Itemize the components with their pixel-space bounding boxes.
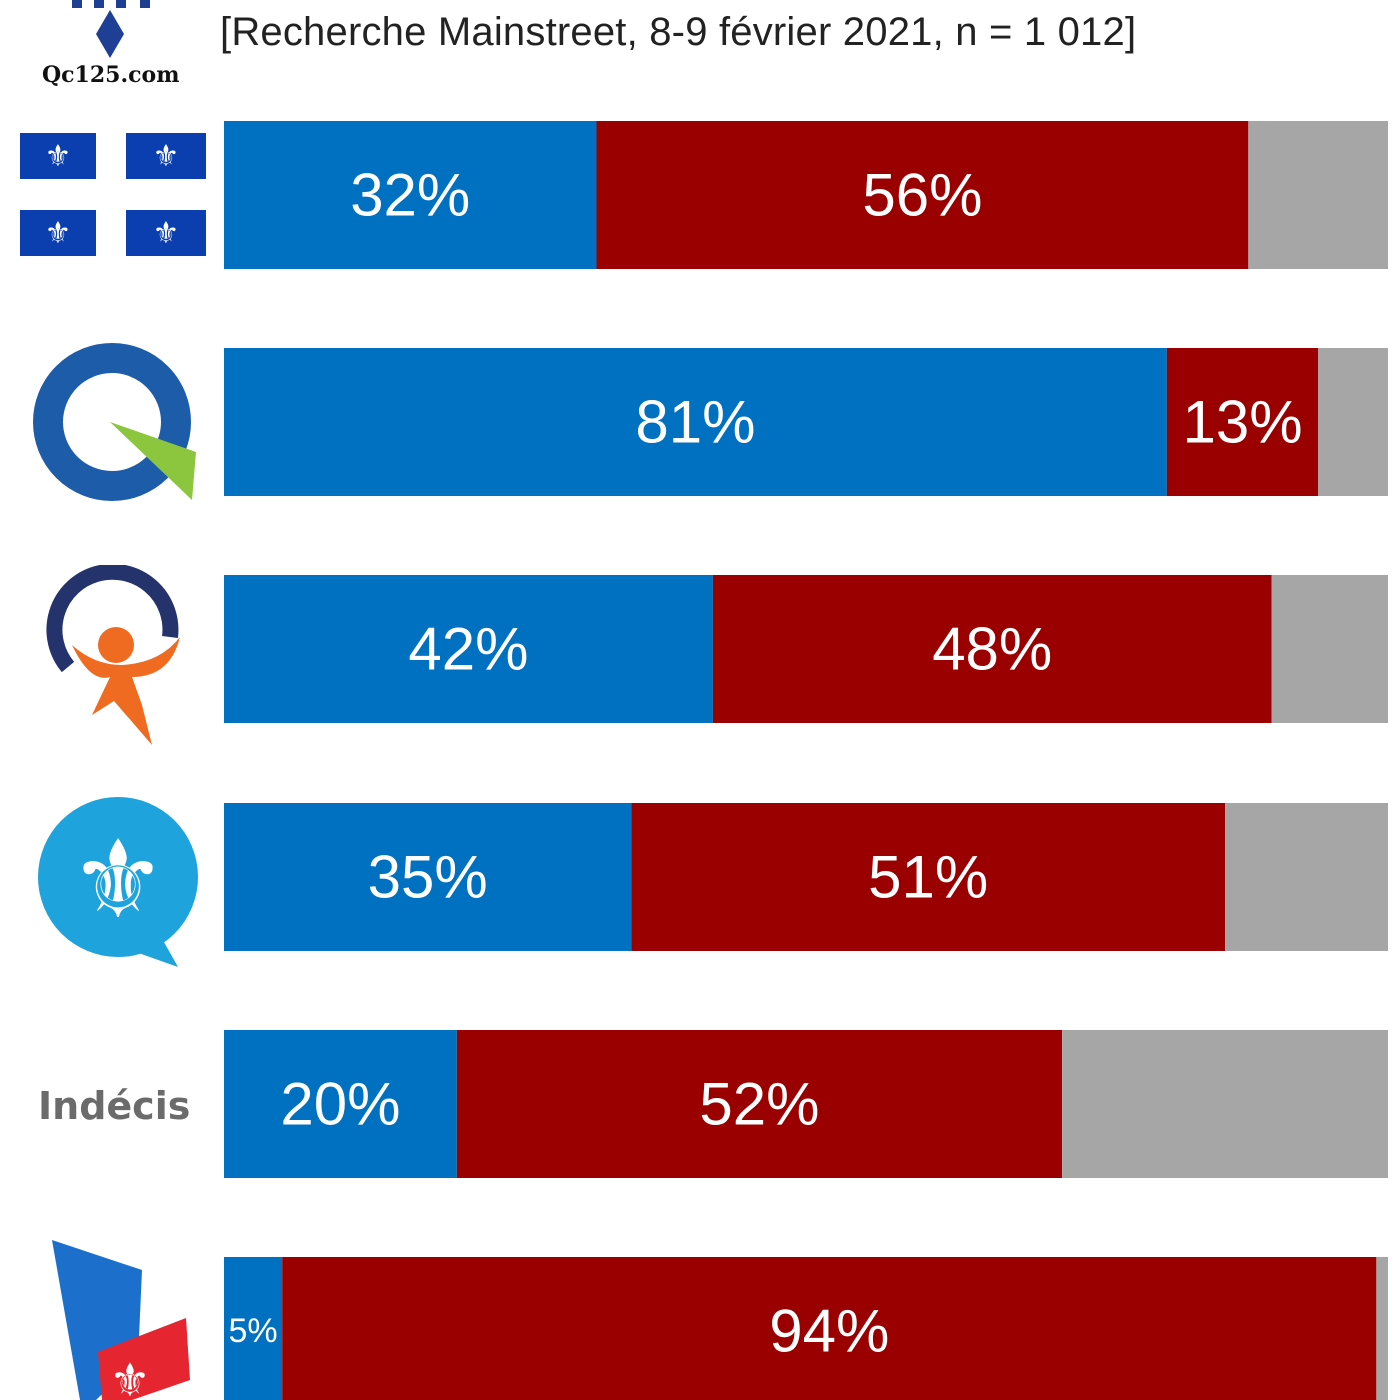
data-label-yes-3: 42% <box>408 616 528 683</box>
bar-segment-no-3 <box>712 575 1272 723</box>
bar-segment-yes-2 <box>224 348 1167 496</box>
category-label-indecis: Indécis <box>38 1084 191 1128</box>
bar-segment-no-2 <box>1166 348 1319 496</box>
caq-logo-icon <box>33 343 196 501</box>
svg-text:⚜: ⚜ <box>45 139 72 174</box>
bar-segment-other-3 <box>1271 575 1388 723</box>
svg-text:⚜: ⚜ <box>45 216 72 251</box>
bar-segment-yes-5 <box>224 1030 457 1178</box>
svg-text:⚜: ⚜ <box>70 818 167 943</box>
data-label-no-2: 13% <box>1182 389 1302 456</box>
bar-segment-no-6 <box>282 1257 1377 1400</box>
data-label-no-6: 94% <box>769 1298 889 1365</box>
data-label-no-5: 52% <box>699 1071 819 1138</box>
data-label-no-1: 56% <box>862 162 982 229</box>
svg-text:⚜: ⚜ <box>153 216 180 251</box>
data-label-no-4: 51% <box>868 844 988 911</box>
quebec-flag-icon: ⚜ ⚜ ⚜ ⚜ <box>20 133 206 256</box>
pcq-logo-icon: ⚜ <box>38 797 198 967</box>
bar-segment-no-1 <box>596 121 1249 269</box>
qc125-brand: Qc125.com <box>12 0 202 92</box>
bar-segment-yes-1 <box>224 121 597 269</box>
bar-segment-other-1 <box>1248 121 1388 269</box>
bar-segment-other-6 <box>1376 1257 1388 1400</box>
pq-logo-icon <box>46 565 180 745</box>
bar-segment-other-2 <box>1318 348 1388 496</box>
data-label-yes-2: 81% <box>635 389 755 456</box>
bar-segment-yes-3 <box>224 575 713 723</box>
svg-text:⚜: ⚜ <box>153 139 180 174</box>
bar-segment-yes-4 <box>224 803 632 951</box>
bar-segment-other-5 <box>1062 1030 1388 1178</box>
bar-segment-no-5 <box>456 1030 1063 1178</box>
bar-segment-other-4 <box>1225 803 1388 951</box>
brand-text: Qc125.com <box>42 62 180 88</box>
data-label-yes-1: 32% <box>350 162 470 229</box>
plq-logo-icon: ⚜ <box>52 1240 190 1400</box>
data-label-no-3: 48% <box>932 616 1052 683</box>
fleur-de-lis-brand-icon <box>72 0 150 58</box>
svg-text:⚜: ⚜ <box>109 1353 150 1400</box>
data-label-yes-5: 20% <box>280 1071 400 1138</box>
chart-subtitle: [Recherche Mainstreet, 8-9 février 2021,… <box>220 10 1137 54</box>
data-label-yes-4: 35% <box>368 844 488 911</box>
bar-segment-yes-6 <box>224 1257 283 1400</box>
data-label-yes-6: 5% <box>229 1312 278 1350</box>
bar-segment-no-4 <box>631 803 1226 951</box>
